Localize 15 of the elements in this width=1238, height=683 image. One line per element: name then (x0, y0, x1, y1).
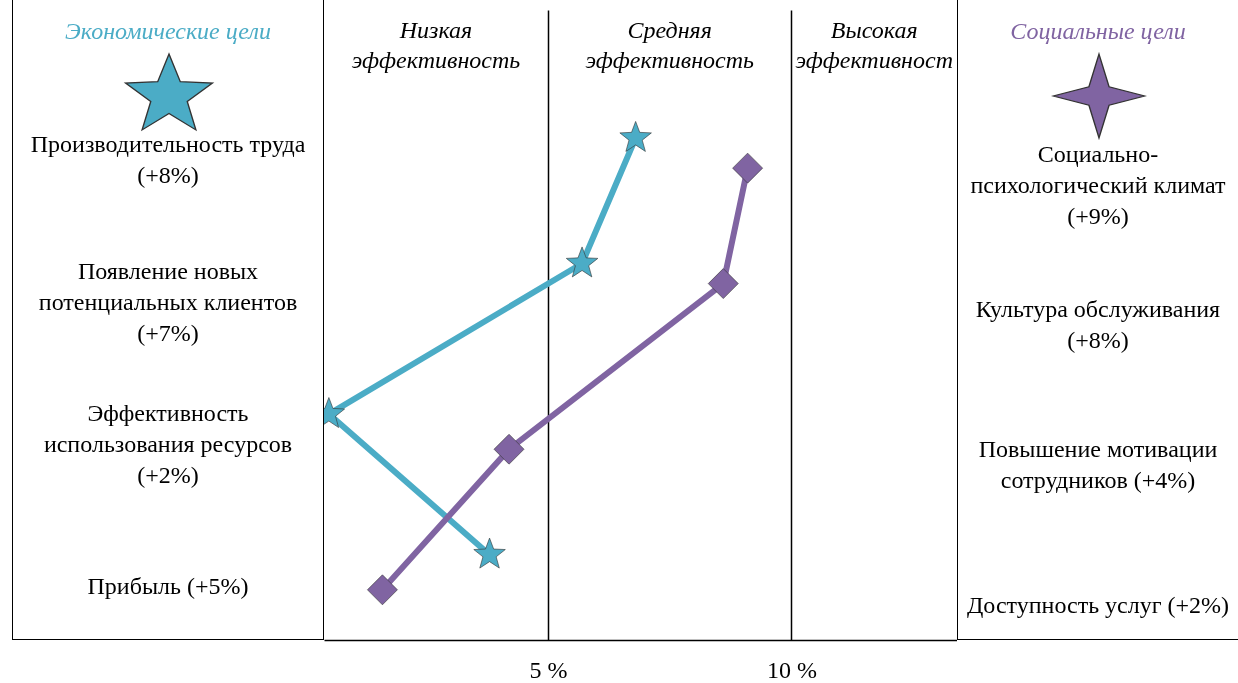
text: Доступность услуг (+2%) (965, 590, 1231, 620)
x-tick-label: 5 % (529, 656, 568, 683)
text: Средняя эффективность (585, 17, 755, 74)
text: Прибыль (+5%) (86, 571, 250, 601)
text: Низкая эффективность (351, 17, 521, 74)
text: Социальные цели (1009, 18, 1187, 45)
text: Повышение мотивации сотрудников (+4%) (977, 435, 1219, 495)
text: Экономические цели (64, 18, 272, 45)
x-tick-label: 10 % (766, 656, 817, 683)
text: Социально-психологический климат (+9%) (969, 139, 1227, 231)
text: Появление новых потенциальных клиентов (+7%) (37, 256, 299, 348)
text: Производительность труда (+8%) (29, 130, 307, 190)
text: Культура обслуживания (+8%) (974, 295, 1222, 355)
text: Эффективность использования ресурсов (+2%) (42, 398, 294, 490)
text: Высокая эффективност (795, 17, 953, 74)
